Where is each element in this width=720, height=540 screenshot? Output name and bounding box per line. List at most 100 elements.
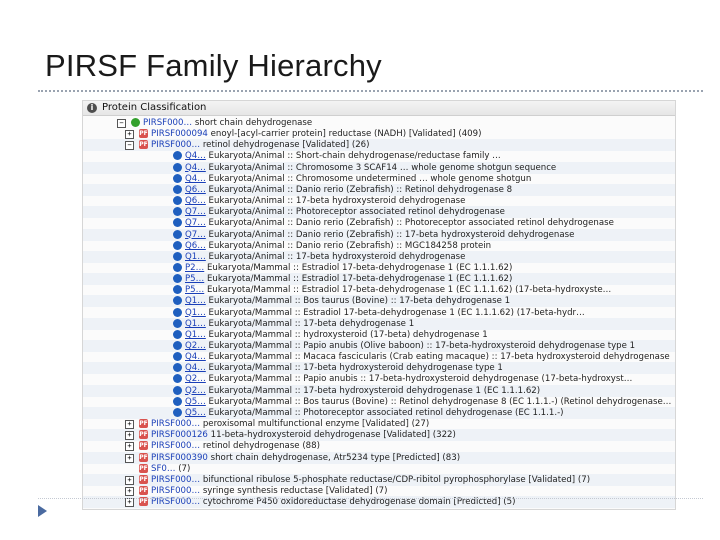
entry-description: Eukaryota/Animal :: Danio rerio (Zebrafi… bbox=[205, 218, 614, 229]
tree-row[interactable]: Q4… Eukaryota/Mammal :: Macaca fascicula… bbox=[83, 351, 675, 363]
expand-toggle-icon[interactable]: + bbox=[125, 130, 134, 140]
entry-id-link[interactable]: PIRSF000094 bbox=[151, 129, 208, 140]
sequence-entry-icon bbox=[173, 229, 182, 239]
entry-id-link[interactable]: Q5… bbox=[185, 396, 206, 407]
entry-id-link[interactable]: PIRSF000390 bbox=[151, 452, 208, 463]
tree-row[interactable]: Q1… Eukaryota/Animal :: 17-beta hydroxys… bbox=[83, 250, 675, 263]
expand-toggle-icon[interactable]: + bbox=[125, 420, 134, 430]
tree-row[interactable]: + PF PIRSF000094 enoyl-[acyl-carrier prote… bbox=[83, 128, 675, 140]
entry-id-link[interactable]: P5… bbox=[185, 274, 205, 285]
tree-row[interactable]: Q4… Eukaryota/Animal :: Chromosome 3 SCA… bbox=[83, 161, 675, 174]
entry-description: Eukaryota/Animal :: Short-chain dehydrog… bbox=[205, 151, 501, 162]
entry-description: Eukaryota/Mammal :: 17-beta dehydrogenas… bbox=[205, 318, 415, 329]
info-icon[interactable]: i bbox=[87, 103, 97, 113]
tree-row[interactable]: + PF PIRSF000126 11-beta-hydroxysteroid de… bbox=[83, 429, 675, 442]
pirsf-family-icon: PF bbox=[139, 129, 148, 139]
entry-id-link[interactable]: Q6… bbox=[185, 196, 206, 207]
tree-row[interactable]: Q1… Eukaryota/Mammal :: Estradiol 17-bet… bbox=[83, 307, 675, 319]
entry-id-link[interactable]: Q1… bbox=[185, 318, 206, 329]
entry-id-link[interactable]: Q7… bbox=[185, 207, 206, 218]
tree-row[interactable]: + PF PIRSF000… retinol dehydrogenase (88) bbox=[83, 440, 675, 452]
tree-row[interactable]: PF SF0… (7) bbox=[83, 463, 675, 475]
entry-id-link[interactable]: Q2… bbox=[185, 385, 206, 396]
entry-id-link[interactable]: Q2… bbox=[185, 374, 206, 385]
entry-id-link[interactable]: Q1… bbox=[185, 307, 206, 318]
tree-row[interactable]: Q1… Eukaryota/Mammal :: hydroxysteroid (… bbox=[83, 329, 675, 341]
expand-toggle-icon[interactable]: + bbox=[125, 498, 134, 508]
expand-toggle-icon[interactable]: + bbox=[125, 486, 134, 496]
tree-row[interactable]: Q2… Eukaryota/Mammal :: Papio anubis (Ol… bbox=[83, 340, 675, 352]
entry-id-link[interactable]: Q7… bbox=[185, 229, 206, 240]
tree-row[interactable]: Q5… Eukaryota/Mammal :: Photoreceptor as… bbox=[83, 406, 675, 419]
entry-id-link[interactable]: P5… bbox=[185, 285, 205, 296]
entry-id-link[interactable]: Q2… bbox=[185, 341, 206, 351]
entry-id-link[interactable]: Q7… bbox=[185, 218, 206, 229]
tree-row[interactable]: P5… Eukaryota/Mammal :: Estradiol 17-bet… bbox=[83, 273, 675, 286]
tree-row[interactable]: + PF PIRSF000… syringe synthesis reductase… bbox=[83, 485, 675, 497]
entry-id-link[interactable]: Q4… bbox=[185, 363, 206, 374]
entry-id-link[interactable]: PIRSF000… bbox=[151, 419, 201, 430]
entry-id-link[interactable]: Q4… bbox=[185, 173, 206, 184]
tree-row-label: PIRSF000… retinol dehydrogenase (88) bbox=[151, 440, 320, 452]
entry-description: Eukaryota/Animal :: 17-beta hydroxystero… bbox=[205, 251, 466, 262]
tree-row[interactable]: P2… Eukaryota/Mammal :: Estradiol 17-bet… bbox=[83, 262, 675, 274]
footer-divider bbox=[38, 498, 703, 499]
tree-row[interactable]: Q7… Eukaryota/Animal :: Photoreceptor as… bbox=[83, 206, 675, 219]
tree-row[interactable]: Q6… Eukaryota/Animal :: 17-beta hydroxys… bbox=[83, 195, 675, 207]
sequence-entry-icon bbox=[173, 240, 182, 250]
entry-id-link[interactable]: Q4… bbox=[185, 162, 206, 173]
tree-row[interactable]: Q5… Eukaryota/Mammal :: Bos taurus (Bovi… bbox=[83, 396, 675, 408]
tree-row[interactable]: Q4… Eukaryota/Animal :: Chromosome undet… bbox=[83, 173, 675, 185]
next-arrow-icon[interactable] bbox=[38, 505, 47, 517]
collapse-toggle-icon[interactable]: − bbox=[117, 119, 126, 128]
entry-id-link[interactable]: P2… bbox=[185, 262, 205, 273]
tree-row[interactable]: + PF PIRSF000… bifunctional ribulose 5-pho… bbox=[83, 473, 675, 486]
tree-row[interactable]: Q2… Eukaryota/Mammal :: 17-beta hydroxys… bbox=[83, 384, 675, 397]
entry-id-link[interactable]: SF0… bbox=[151, 463, 176, 474]
expand-toggle-icon[interactable]: + bbox=[125, 431, 134, 441]
entry-id-link[interactable]: PIRSF000… bbox=[151, 485, 201, 496]
expand-toggle-icon[interactable]: + bbox=[125, 442, 134, 452]
entry-id-link[interactable]: PIRSF000126 bbox=[151, 430, 208, 441]
entry-description: Eukaryota/Mammal :: Estradiol 17-beta-de… bbox=[204, 262, 513, 273]
title-divider bbox=[38, 90, 703, 92]
tree-row-label: P2… Eukaryota/Mammal :: Estradiol 17-bet… bbox=[185, 262, 512, 274]
tree-row[interactable]: Q7… Eukaryota/Animal :: Danio rerio (Zeb… bbox=[83, 228, 675, 241]
tree-row[interactable]: Q7… Eukaryota/Animal :: Danio rerio (Zeb… bbox=[83, 217, 675, 229]
tree-row[interactable]: − PF PIRSF000… retinol dehydrogenase [Vali… bbox=[83, 139, 675, 152]
tree-row[interactable]: − PIRSF000… short chain dehydrogenase bbox=[83, 117, 675, 129]
tree-row[interactable]: Q2… Eukaryota/Mammal :: Papio anubis :: … bbox=[83, 373, 675, 385]
sequence-entry-icon bbox=[173, 329, 182, 339]
tree-row[interactable]: Q1… Eukaryota/Mammal :: Bos taurus (Bovi… bbox=[83, 295, 675, 308]
entry-id-link[interactable]: Q1… bbox=[185, 296, 206, 307]
entry-id-link[interactable]: PIRSF000… bbox=[151, 497, 201, 508]
tree-row-label: PIRSF000094 enoyl-[acyl-carrier protein]… bbox=[151, 128, 481, 140]
expand-toggle-icon[interactable]: + bbox=[125, 453, 134, 463]
collapse-toggle-icon[interactable]: − bbox=[125, 141, 134, 151]
tree-row[interactable]: Q1… Eukaryota/Mammal :: 17-beta dehydrog… bbox=[83, 317, 675, 330]
entry-id-link[interactable]: Q4… bbox=[185, 352, 206, 363]
entry-id-link[interactable]: PIRSF000… bbox=[151, 474, 201, 485]
entry-description: Eukaryota/Animal :: Danio rerio (Zebrafi… bbox=[205, 229, 575, 240]
entry-id-link[interactable]: Q1… bbox=[185, 251, 206, 262]
entry-id-link[interactable]: Q1… bbox=[185, 329, 206, 340]
entry-id-link[interactable]: Q4… bbox=[185, 151, 206, 162]
expand-toggle-icon[interactable]: + bbox=[125, 475, 134, 485]
entry-id-link[interactable]: PIRSF000… bbox=[151, 441, 201, 452]
sequence-entry-icon bbox=[173, 307, 182, 317]
tree-row[interactable]: Q6… Eukaryota/Animal :: Danio rerio (Zeb… bbox=[83, 183, 675, 196]
sequence-entry-icon bbox=[173, 363, 182, 373]
tree-row[interactable]: Q4… Eukaryota/Mammal :: 17-beta hydroxys… bbox=[83, 362, 675, 375]
tree-row[interactable]: + PF PIRSF000… cytochrome P450 oxidoreduct… bbox=[83, 496, 675, 509]
entry-id-link[interactable]: Q6… bbox=[185, 240, 206, 251]
tree-row[interactable]: P5… Eukaryota/Mammal :: Estradiol 17-bet… bbox=[83, 284, 675, 296]
entry-id-link[interactable]: Q6… bbox=[185, 184, 206, 195]
entry-id-link[interactable]: PIRSF000… bbox=[151, 140, 201, 151]
entry-id-link[interactable]: PIRSF000… bbox=[143, 118, 193, 128]
tree-row[interactable]: Q6… Eukaryota/Animal :: Danio rerio (Zeb… bbox=[83, 240, 675, 252]
panel-header-title: Protein Classification bbox=[102, 102, 207, 113]
tree-row[interactable]: Q4… Eukaryota/Animal :: Short-chain dehy… bbox=[83, 150, 675, 162]
tree-row[interactable]: + PF PIRSF000… peroxisomal multifunctional… bbox=[83, 418, 675, 430]
entry-id-link[interactable]: Q5… bbox=[185, 407, 206, 418]
tree-row[interactable]: + PF PIRSF000390 short chain dehydrogenase… bbox=[83, 451, 675, 464]
